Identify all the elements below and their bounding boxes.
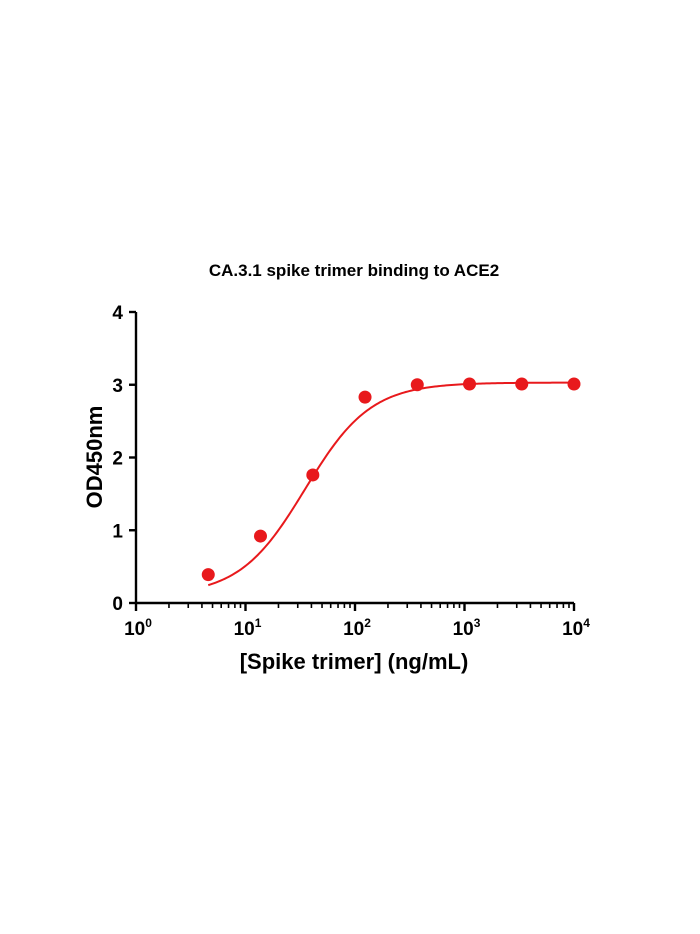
data-points	[201, 377, 581, 582]
x-tick-exponent: 0	[145, 616, 152, 630]
data-point	[410, 378, 424, 392]
x-tick-base: 10	[124, 619, 145, 640]
y-tick-label: 3	[112, 376, 123, 397]
x-tick-base: 10	[234, 619, 255, 640]
x-tick-base: 10	[343, 619, 364, 640]
data-point	[515, 377, 529, 391]
x-tick-label: 101	[234, 616, 262, 640]
y-tick-label: 4	[112, 303, 123, 324]
axes	[134, 312, 574, 605]
x-tick-label: 102	[343, 616, 371, 640]
data-point	[463, 377, 477, 391]
x-tick-label: 103	[453, 616, 481, 640]
x-axis-ticks: 100 101 102 103 104	[124, 603, 590, 640]
chart-title: CA.3.1 spike trimer binding to ACE2	[209, 261, 499, 280]
x-tick-exponent: 2	[364, 616, 371, 630]
y-tick-label: 1	[112, 521, 123, 542]
x-tick-base: 10	[453, 619, 474, 640]
data-point	[253, 529, 267, 543]
x-tick-base: 10	[562, 619, 583, 640]
x-axis-label: [Spike trimer] (ng/mL)	[240, 649, 469, 674]
x-tick-label: 104	[562, 616, 590, 640]
x-tick-exponent: 3	[474, 616, 481, 630]
data-point	[358, 390, 372, 404]
y-axis-ticks: 0 1 2 3 4	[112, 303, 136, 615]
y-tick-label: 0	[112, 594, 123, 615]
data-point	[306, 468, 320, 482]
x-tick-exponent: 1	[255, 616, 262, 630]
data-point	[201, 568, 215, 582]
fit-curve	[207, 381, 574, 587]
y-tick-label: 2	[112, 449, 123, 470]
x-tick-exponent: 4	[583, 616, 590, 630]
data-point	[567, 377, 581, 391]
x-tick-label: 100	[124, 616, 152, 640]
y-axis-label: OD450nm	[82, 406, 107, 509]
